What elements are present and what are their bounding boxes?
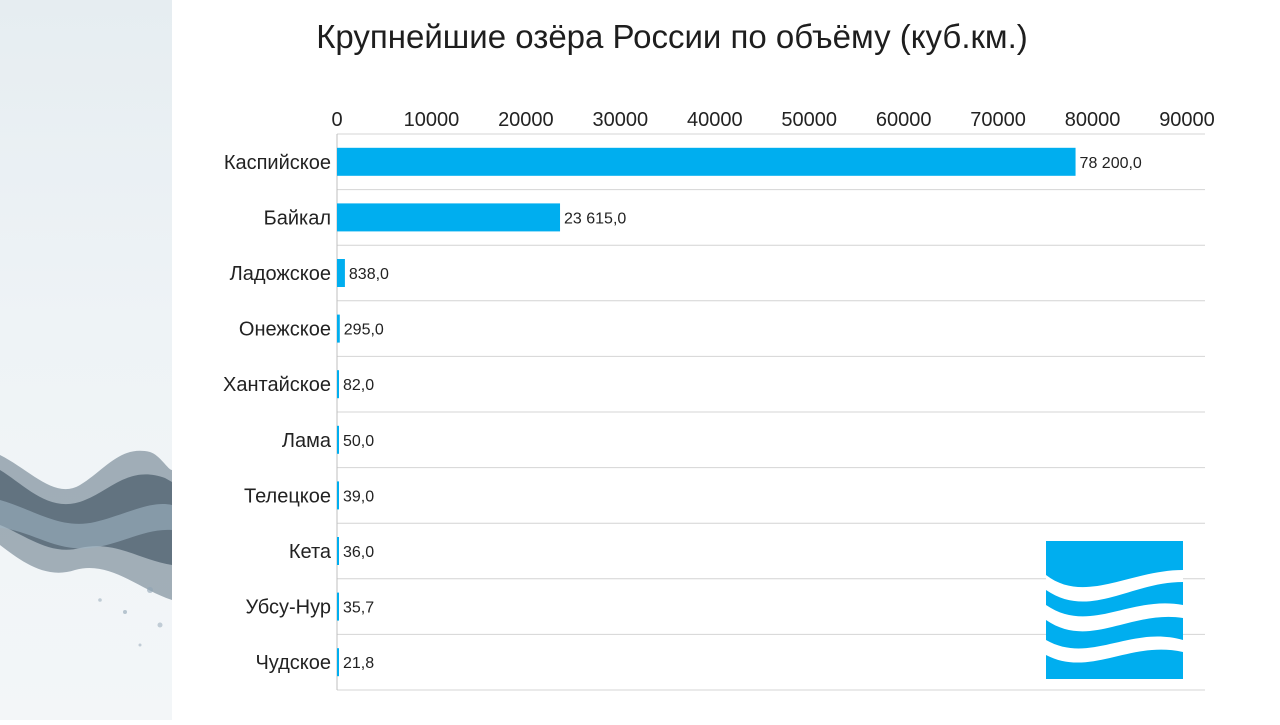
- category-label: Байкал: [264, 207, 331, 229]
- x-tick-label: 90000: [1159, 109, 1215, 131]
- bar: [337, 370, 339, 399]
- x-tick-label: 10000: [404, 109, 460, 131]
- wave-logo-icon: [1046, 541, 1183, 679]
- water-splash-image: [0, 0, 172, 720]
- bars: [337, 147, 1076, 677]
- category-label: Хантайское: [223, 374, 331, 396]
- x-tick-label: 20000: [498, 109, 554, 131]
- x-tick-label: 80000: [1065, 109, 1121, 131]
- data-label: 23 615,0: [564, 210, 626, 227]
- category-label: Чудское: [255, 652, 331, 674]
- category-label: Кета: [289, 541, 332, 563]
- water-splash-graphic: [0, 450, 172, 647]
- logo-wave: [1046, 570, 1183, 602]
- data-label: 35,7: [343, 600, 374, 617]
- data-label: 295,0: [344, 322, 384, 339]
- data-label: 21,8: [343, 655, 374, 672]
- bar: [337, 592, 339, 621]
- bar: [337, 648, 339, 677]
- bar: [337, 314, 340, 343]
- category-label: Каспийское: [224, 152, 331, 174]
- category-label: Лама: [282, 430, 332, 452]
- x-tick-label: 30000: [593, 109, 649, 131]
- x-tick-label: 60000: [876, 109, 932, 131]
- data-label: 50,0: [343, 433, 374, 450]
- value-labels: 78 200,0 23 615,0 838,0 295,0 82,0 50,0 39,0 36…: [343, 155, 1142, 672]
- bar: [337, 537, 339, 565]
- bar: [337, 481, 339, 510]
- bar: [337, 259, 345, 287]
- bar: [337, 425, 339, 454]
- data-label: 78 200,0: [1080, 155, 1142, 172]
- category-labels: Каспийское Байкал Ладожское Онежское Хантайс…: [223, 152, 332, 674]
- category-label: Ладожское: [230, 263, 331, 285]
- bar: [337, 203, 561, 232]
- bar: [337, 147, 1076, 176]
- data-label: 39,0: [343, 488, 374, 505]
- category-label: Убсу-Нур: [246, 597, 332, 619]
- data-label: 82,0: [343, 377, 374, 394]
- x-tick-label: 0: [331, 109, 342, 131]
- x-tick-label: 50000: [781, 109, 837, 131]
- category-label: Онежское: [239, 319, 331, 341]
- logo-wave: [1046, 603, 1183, 632]
- x-axis-ticks: 0 10000 20000 30000 40000 50000 60000 70000 8000…: [331, 109, 1214, 131]
- category-label: Телецкое: [244, 485, 331, 507]
- data-label: 838,0: [349, 266, 389, 283]
- chart-title: Крупнейшие озёра России по объёму (куб.к…: [316, 18, 1028, 55]
- logo-wave: [1046, 636, 1183, 663]
- x-tick-label: 70000: [970, 109, 1026, 131]
- x-tick-label: 40000: [687, 109, 743, 131]
- data-label: 36,0: [343, 544, 374, 561]
